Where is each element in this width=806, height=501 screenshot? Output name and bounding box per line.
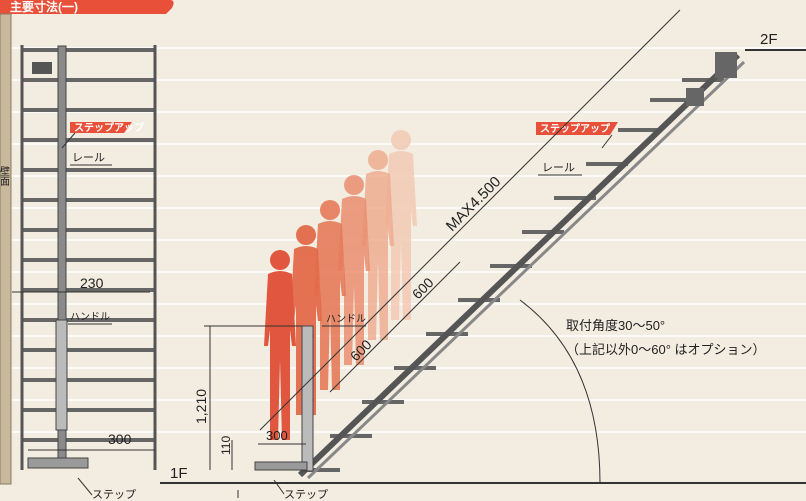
side-step-leader (273, 479, 285, 495)
wall-label: 壁面 (0, 165, 10, 187)
side-stepup-tag (536, 122, 618, 135)
person-1 (264, 250, 296, 440)
side-step-label: ステップ (284, 488, 328, 501)
side-step-depth: 300 (266, 428, 288, 443)
front-steps (22, 48, 155, 442)
floor-2f-label: 2F (760, 31, 778, 48)
title-tab: 主要寸法(一) (0, 0, 174, 14)
side-step-height: 110 (219, 436, 233, 455)
front-width-dim: 230 (80, 275, 104, 291)
front-stepup-leader (61, 132, 76, 149)
side-handle (301, 325, 314, 472)
side-max-dimline (259, 9, 681, 431)
side-handle-label: ハンドル (326, 314, 366, 325)
side-stringer (297, 52, 741, 478)
side-pitch-upper: 600 (409, 274, 437, 302)
wall (0, 13, 12, 485)
side-angle-line1: 取付角度30〜50° (566, 318, 665, 333)
front-handle (55, 319, 68, 431)
side-stepup-leader (601, 134, 613, 149)
front-stepup-tag (70, 122, 132, 133)
floor-1f-label: 1F (170, 465, 188, 482)
front-step-leader (77, 477, 93, 496)
side-max-dim: MAX4.500 (443, 173, 505, 235)
side-pitch-dimline (329, 261, 461, 393)
front-step-plate (27, 457, 89, 469)
side-angle-line2: （上記以外0〜60° はオプション） (566, 342, 766, 357)
side-rail-label: レール (542, 162, 575, 174)
side-rail (306, 60, 746, 480)
side-stepup-label: ステップアップ (540, 122, 611, 135)
front-stepup-label: ステップアップ (74, 121, 145, 134)
front-handle-label: ハンドル (70, 312, 110, 323)
side-step-plate (254, 461, 308, 471)
front-view: ステップアップ レール 230 ハンドル 300 ステップ (12, 45, 157, 501)
front-step-dim: 300 (108, 431, 132, 447)
front-step-label: ステップ (92, 488, 136, 501)
title-text: 主要寸法(一) (10, 0, 78, 14)
side-top-bracket (715, 52, 737, 78)
side-angle-arc (519, 299, 601, 484)
side-upper-bracket (686, 88, 704, 106)
front-rail-label: レール (72, 152, 105, 164)
front-top-bracket (32, 62, 52, 74)
side-height-dim: 1,210 (193, 389, 209, 424)
